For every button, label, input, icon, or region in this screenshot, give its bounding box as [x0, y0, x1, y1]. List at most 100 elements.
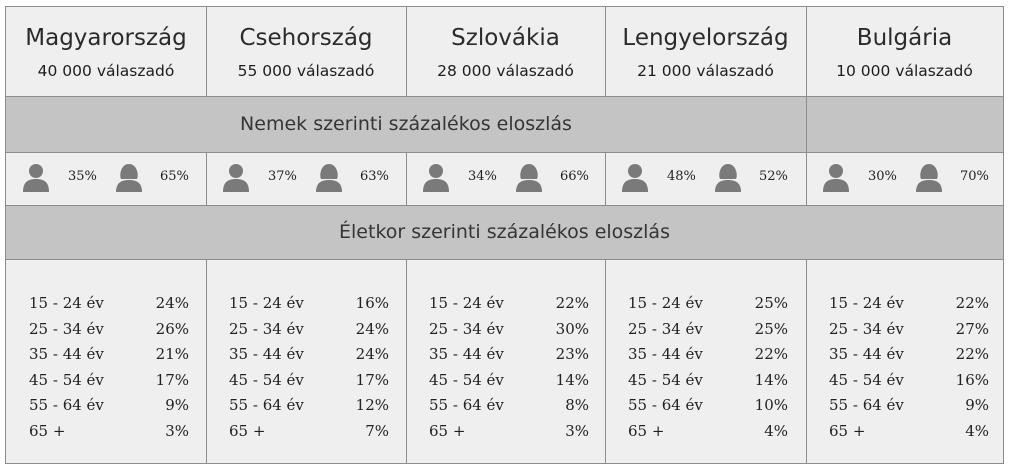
age-group-label: 55 - 64 év — [29, 396, 104, 415]
age-group-percentage: 25% — [754, 319, 788, 338]
age-row: 65 + 3% — [29, 422, 189, 448]
age-group-label: 15 - 24 év — [628, 294, 703, 312]
age-group-percentage: 22% — [955, 345, 989, 364]
female-percentage: 52% — [759, 169, 788, 184]
age-row: 15 - 24 év 22% — [429, 294, 589, 320]
age-row: 55 - 64 év 10% — [628, 396, 788, 422]
age-row: 65 + 4% — [628, 422, 788, 448]
age-group-percentage: 12% — [355, 396, 389, 415]
age-group-percentage: 22% — [754, 345, 788, 364]
country-header-cell: Bulgária 10 000 válaszadó — [806, 7, 1003, 96]
age-group-percentage: 7% — [365, 421, 389, 440]
country-name: Csehország — [239, 25, 373, 51]
age-group-label: 25 - 34 év — [429, 319, 504, 338]
gender-section-title: Nemek szerinti százalékos eloszlás — [240, 113, 572, 135]
age-group-label: 45 - 54 év — [229, 370, 304, 389]
female-percentage: 63% — [360, 169, 389, 184]
female-person-icon — [315, 162, 343, 192]
male-person-icon — [422, 162, 450, 192]
age-group-label: 25 - 34 év — [628, 319, 703, 338]
gender-cell: 34% 66% — [406, 152, 605, 205]
age-group-percentage: 22% — [555, 294, 589, 312]
country-name: Lengyelország — [622, 25, 789, 51]
age-group-label: 45 - 54 év — [628, 370, 703, 389]
age-group-label: 65 + — [29, 421, 66, 440]
country-name: Bulgária — [856, 25, 953, 51]
age-group-percentage: 8% — [565, 396, 589, 415]
age-group-label: 65 + — [628, 421, 665, 440]
male-person-icon — [222, 162, 250, 192]
age-group-label: 35 - 44 év — [829, 345, 904, 364]
age-row: 15 - 24 év 24% — [29, 294, 189, 320]
age-row: 55 - 64 év 8% — [429, 396, 589, 422]
age-group-label: 55 - 64 év — [429, 396, 504, 415]
country-header-cell: Magyarország 40 000 válaszadó — [6, 7, 206, 96]
age-row: 45 - 54 év 14% — [628, 371, 788, 397]
age-group-label: 25 - 34 év — [29, 319, 104, 338]
male-percentage: 30% — [868, 169, 897, 184]
age-row: 25 - 34 év 30% — [429, 320, 589, 346]
age-group-percentage: 25% — [754, 294, 788, 312]
age-list: 15 - 24 év 16% 25 - 34 év 24% 35 - 44 év 24% 4… — [229, 294, 389, 448]
age-row: 35 - 44 év 24% — [229, 345, 389, 371]
age-group-percentage: 4% — [764, 421, 788, 440]
age-row: 55 - 64 év 12% — [229, 396, 389, 422]
age-group-label: 65 + — [829, 421, 866, 440]
age-group-percentage: 9% — [965, 396, 989, 415]
age-cell: 15 - 24 év 25% 25 - 34 év 25% 35 - 44 év 22% 4… — [605, 259, 806, 464]
gender-cell: 35% 65% — [6, 152, 206, 205]
respondent-count: 40 000 válaszadó — [37, 62, 175, 80]
female-percentage: 65% — [160, 169, 189, 184]
age-cell: 15 - 24 év 22% 25 - 34 év 30% 35 - 44 év 23% 4… — [406, 259, 605, 464]
age-group-percentage: 4% — [965, 421, 989, 440]
age-row: 65 + 4% — [829, 422, 989, 448]
age-group-percentage: 30% — [555, 319, 589, 338]
gender-row: 35% 65% 37% 63% 34% 66% 48% 52% 30% 70% — [6, 152, 1003, 205]
country-name: Magyarország — [25, 25, 187, 51]
age-list: 15 - 24 év 22% 25 - 34 év 27% 35 - 44 év 22% 4… — [829, 294, 989, 448]
age-group-label: 55 - 64 év — [829, 396, 904, 415]
female-person-icon — [714, 162, 742, 192]
age-group-label: 35 - 44 év — [229, 345, 304, 364]
age-group-label: 35 - 44 év — [429, 345, 504, 364]
age-group-percentage: 24% — [355, 345, 389, 364]
age-cell: 15 - 24 év 16% 25 - 34 év 24% 35 - 44 év 24% 4… — [206, 259, 406, 464]
age-row: 25 - 34 év 25% — [628, 320, 788, 346]
female-person-icon — [115, 162, 143, 192]
age-group-percentage: 26% — [155, 319, 189, 338]
age-group-label: 45 - 54 év — [29, 370, 104, 389]
age-row: 45 - 54 év 17% — [29, 371, 189, 397]
age-row: 55 - 64 év 9% — [29, 396, 189, 422]
age-section-title: Életkor szerinti százalékos eloszlás — [339, 221, 670, 243]
age-row: 25 - 34 év 26% — [29, 320, 189, 346]
age-row: 15 - 24 év 22% — [829, 294, 989, 320]
age-group-label: 55 - 64 év — [628, 396, 703, 415]
age-group-percentage: 9% — [165, 396, 189, 415]
age-row: 55 - 64 év 9% — [829, 396, 989, 422]
age-group-percentage: 21% — [155, 345, 189, 364]
age-group-percentage: 27% — [955, 319, 989, 338]
age-row: 45 - 54 év 17% — [229, 371, 389, 397]
age-group-percentage: 24% — [355, 319, 389, 338]
male-person-icon — [621, 162, 649, 192]
age-row: 65 + 7% — [229, 422, 389, 448]
male-percentage: 34% — [468, 169, 497, 184]
age-group-percentage: 16% — [955, 370, 989, 389]
age-list: 15 - 24 év 25% 25 - 34 év 25% 35 - 44 év 22% 4… — [628, 294, 788, 448]
age-group-label: 15 - 24 év — [829, 294, 904, 312]
age-group-percentage: 17% — [355, 370, 389, 389]
male-person-icon — [822, 162, 850, 192]
gender-cell: 30% 70% — [806, 152, 1003, 205]
age-distribution-row: 15 - 24 év 24% 25 - 34 év 26% 35 - 44 év 21% 4… — [6, 259, 1003, 464]
age-row: 45 - 54 év 16% — [829, 371, 989, 397]
age-row: 35 - 44 év 23% — [429, 345, 589, 371]
male-person-icon — [22, 162, 50, 192]
age-row: 35 - 44 év 21% — [29, 345, 189, 371]
age-group-percentage: 3% — [165, 421, 189, 440]
age-group-label: 35 - 44 év — [628, 345, 703, 364]
age-group-label: 45 - 54 év — [429, 370, 504, 389]
male-percentage: 37% — [268, 169, 297, 184]
male-percentage: 35% — [68, 169, 97, 184]
age-row: 35 - 44 év 22% — [628, 345, 788, 371]
age-group-label: 25 - 34 év — [229, 319, 304, 338]
